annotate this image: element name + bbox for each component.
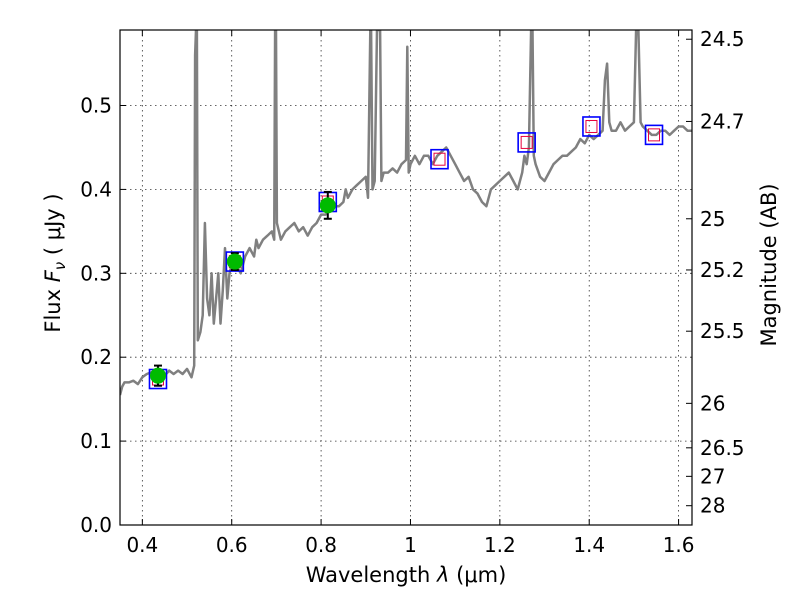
y-tick-label: 0.0 xyxy=(80,513,112,537)
y2-tick-label: 26 xyxy=(700,391,725,415)
y2-tick-label: 27 xyxy=(700,464,725,488)
y-tick-label: 0.2 xyxy=(80,345,112,369)
y2-tick-label: 26.5 xyxy=(700,436,745,460)
x-tick-label: 1.6 xyxy=(663,533,695,557)
y2-tick-label: 25 xyxy=(700,207,725,231)
x-tick-label: 1.4 xyxy=(573,533,605,557)
y2-tick-label: 25.5 xyxy=(700,319,745,343)
y-tick-label: 0.3 xyxy=(80,261,112,285)
plot-frame xyxy=(119,29,693,526)
model-point-box xyxy=(582,116,601,137)
y2-tick-label: 24.5 xyxy=(700,27,745,51)
y2-axis-label: Magnitude (AB) xyxy=(757,183,781,346)
model-point-inner xyxy=(585,119,598,133)
points-layer xyxy=(148,116,664,390)
model-point-box xyxy=(644,124,664,146)
model-point-inner xyxy=(648,128,661,142)
x-tick-label: 0.4 xyxy=(126,533,158,557)
model-point-inner xyxy=(433,152,446,166)
model-point-box xyxy=(430,148,449,170)
observed-point xyxy=(149,367,166,384)
observed-point xyxy=(319,197,336,214)
model-point-box xyxy=(517,132,536,153)
y-axis-label: Flux Fν ( μJy ) xyxy=(41,193,69,332)
model-point-box xyxy=(225,251,245,272)
x-tick-label: 1.2 xyxy=(484,533,516,557)
ticks: 0.4 0.6 0.8 1 1.2 1.4 1.6 0.0 0.1 0.2 0.3 0.4 0.5 24.… xyxy=(80,27,744,557)
x-tick-label: 0.6 xyxy=(216,533,248,557)
observed-point xyxy=(226,253,243,270)
y-tick-label: 0.1 xyxy=(80,429,112,453)
x-tick-label: 0.8 xyxy=(305,533,337,557)
x-axis-label: Wavelength λ (μm) xyxy=(306,563,507,587)
y-tick-label: 0.5 xyxy=(80,94,112,118)
y2-tick-label: 24.7 xyxy=(700,109,745,133)
x-tick-label: 1 xyxy=(404,533,417,557)
y-tick-label: 0.4 xyxy=(80,177,112,201)
y2-tick-label: 25.2 xyxy=(700,258,745,282)
model-point-inner xyxy=(520,135,533,149)
y2-tick-label: 28 xyxy=(700,494,725,518)
